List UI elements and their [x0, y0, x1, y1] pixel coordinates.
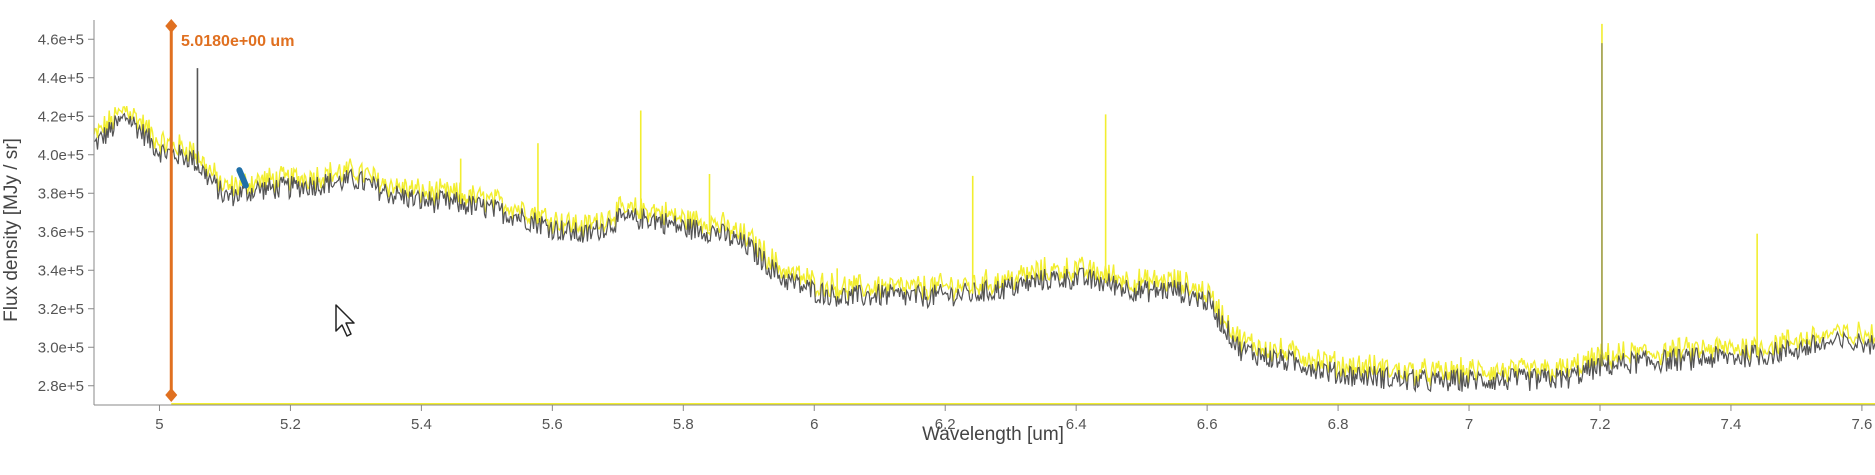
- y-tick-label: 4.0e+5: [38, 147, 84, 164]
- main-spectrum-line: [93, 112, 1875, 393]
- cursor-wavelength-label: 5.0180e+00 um: [181, 33, 294, 50]
- y-tick-label: 4.2e+5: [38, 108, 84, 125]
- y-tick-label: 3.4e+5: [38, 262, 84, 279]
- y-tick-label: 3.6e+5: [38, 224, 84, 241]
- y-tick-label: 4.6e+5: [38, 31, 84, 48]
- x-tick-label: 7: [1465, 416, 1473, 433]
- y-tick-label: 3.2e+5: [38, 301, 84, 318]
- x-tick-label: 5.6: [542, 416, 563, 433]
- x-tick-label: 6.8: [1328, 416, 1349, 433]
- x-tick-label: 6.2: [935, 416, 956, 433]
- y-tick-label: 2.8e+5: [38, 378, 84, 395]
- x-tick-label: 6.6: [1197, 416, 1218, 433]
- cursor-bottom-handle-icon: [165, 388, 178, 402]
- mouse-pointer-icon: [335, 304, 355, 337]
- axes-layer: 2.8e+5 3.0e+5 3.2e+5 3.4e+5 3.6e+5 3.8e+5 4.0e…: [38, 20, 1875, 433]
- x-tick-label: 5: [155, 416, 163, 433]
- marker-layer: [165, 19, 178, 402]
- x-tick-label: 5.4: [411, 416, 432, 433]
- y-axis-label: Flux density [MJy / sr]: [1, 138, 22, 322]
- spectrum-layer: [93, 23, 1875, 405]
- y-tick-label: 3.0e+5: [38, 339, 84, 356]
- x-tick-label: 6: [810, 416, 818, 433]
- selected-region-highlight: [236, 167, 249, 189]
- x-tick-label: 5.2: [280, 416, 301, 433]
- cursor-top-handle-icon: [165, 19, 178, 33]
- x-tick-label: 7.6: [1851, 416, 1872, 433]
- x-tick-label: 5.8: [673, 416, 694, 433]
- x-tick-label: 7.4: [1721, 416, 1742, 433]
- x-tick-label: 6.4: [1066, 416, 1087, 433]
- overlay-spectrum-line: [93, 105, 1875, 386]
- x-tick-label: 7.2: [1590, 416, 1611, 433]
- y-tick-label: 3.8e+5: [38, 185, 84, 202]
- x-axis-label: Wavelength [um]: [922, 424, 1064, 445]
- y-tick-label: 4.4e+5: [38, 70, 84, 87]
